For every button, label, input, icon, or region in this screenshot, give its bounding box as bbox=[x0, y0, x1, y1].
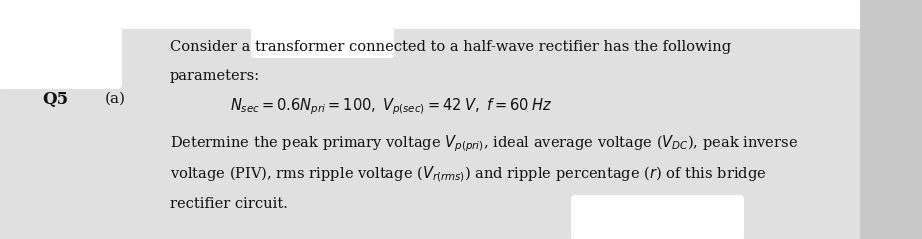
Text: rectifier circuit.: rectifier circuit. bbox=[170, 197, 288, 211]
Text: Determine the peak primary voltage $V_{p(pri)}$, ideal average voltage ($V_{DC}$: Determine the peak primary voltage $V_{p… bbox=[170, 134, 798, 154]
Bar bbox=[0, 0, 922, 29]
Text: Q5: Q5 bbox=[41, 91, 68, 108]
Text: parameters:: parameters: bbox=[170, 69, 260, 83]
Bar bbox=[860, 0, 922, 239]
FancyBboxPatch shape bbox=[571, 195, 744, 239]
FancyBboxPatch shape bbox=[0, 14, 122, 89]
Text: voltage (PIV), rms ripple voltage ($V_{r(rms)}$) and ripple percentage ($r$) of : voltage (PIV), rms ripple voltage ($V_{r… bbox=[170, 164, 766, 184]
Text: Consider a transformer connected to a half-wave rectifier has the following: Consider a transformer connected to a ha… bbox=[170, 40, 731, 54]
FancyBboxPatch shape bbox=[251, 5, 394, 58]
Text: (a): (a) bbox=[104, 92, 125, 106]
Text: $N_{sec} = 0.6N_{pri} = 100,\; V_{p(sec)} = 42\;V,\; f = 60\;Hz$: $N_{sec} = 0.6N_{pri} = 100,\; V_{p(sec)… bbox=[230, 97, 553, 117]
